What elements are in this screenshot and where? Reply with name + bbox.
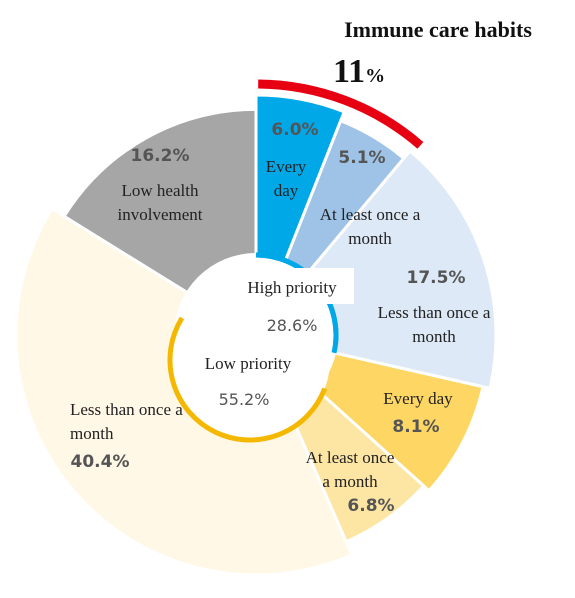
chart-title: Immune care habits (344, 17, 532, 42)
high-priority-value: 28.6% (267, 316, 318, 335)
slice-value-label: 5.1% (338, 148, 385, 168)
highlight-value: 11% (333, 53, 385, 90)
low-priority-disc (170, 280, 330, 440)
slice-category-label: At least once a month (306, 448, 395, 491)
slice-value-label: 16.2% (131, 146, 190, 166)
slice-category-label: Every day (266, 157, 307, 200)
inner-ring-layer: High priority 28.6% Low priority 55.2% (167, 252, 354, 443)
slice-value-label: 40.4% (71, 452, 130, 472)
slice-value-label: 8.1% (392, 417, 439, 437)
slice-category-label: Less than once a month (70, 400, 183, 443)
slice-category-label: Every day (383, 389, 453, 408)
low-priority-value: 55.2% (219, 390, 270, 409)
slice-category-label: At least once a month (320, 205, 421, 248)
high-priority-label: High priority (247, 278, 337, 297)
labels-layer: 6.0% Every day 5.1% At least once a month 17.5… (70, 120, 491, 516)
slice-category-label: Low health involvement (118, 181, 203, 224)
slice-value-label: 6.0% (271, 120, 318, 140)
highlight-arc (258, 79, 424, 149)
slice-value-label: 17.5% (407, 268, 466, 288)
slice-value-label: 6.8% (347, 496, 394, 516)
low-priority-label: Low priority (205, 354, 292, 373)
slice-category-label: Less than once a month (378, 303, 491, 346)
low-priority-ring (167, 316, 328, 443)
high-priority-label-bg (230, 268, 354, 304)
